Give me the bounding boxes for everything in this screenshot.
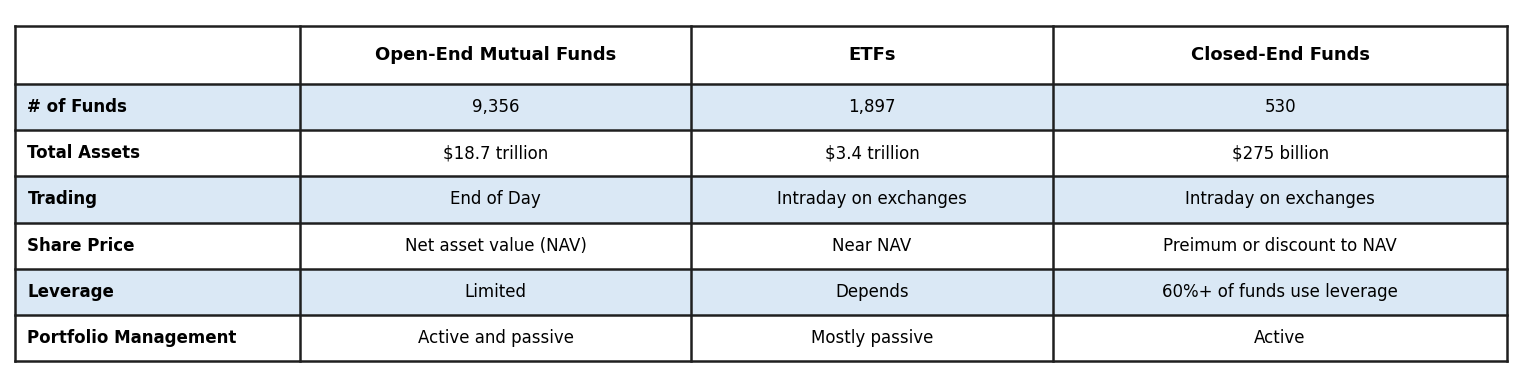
Bar [15, 130, 300, 177]
Text: Depends: Depends [836, 283, 909, 301]
Text: Intraday on exchanges: Intraday on exchanges [778, 191, 966, 209]
Text: Share Price: Share Price [27, 237, 135, 255]
Bar [15, 269, 300, 315]
Text: Trading: Trading [27, 191, 97, 209]
Bar [691, 176, 1053, 223]
Bar [300, 223, 691, 269]
Bar [300, 269, 691, 315]
Text: Portfolio Management: Portfolio Management [27, 329, 237, 347]
Bar [15, 315, 300, 361]
Text: ETFs: ETFs [848, 46, 896, 64]
Text: Net asset value (NAV): Net asset value (NAV) [405, 237, 586, 255]
Bar [1053, 223, 1507, 269]
Bar [691, 26, 1053, 84]
Text: Active and passive: Active and passive [417, 329, 574, 347]
Text: $18.7 trillion: $18.7 trillion [443, 144, 548, 162]
Text: End of Day: End of Day [451, 191, 540, 209]
Bar [15, 223, 300, 269]
Bar [691, 223, 1053, 269]
Text: $3.4 trillion: $3.4 trillion [825, 144, 919, 162]
Text: Preimum or discount to NAV: Preimum or discount to NAV [1163, 237, 1397, 255]
Text: 1,897: 1,897 [848, 98, 896, 116]
Bar [300, 26, 691, 84]
Text: Intraday on exchanges: Intraday on exchanges [1186, 191, 1374, 209]
Bar [691, 269, 1053, 315]
Text: Closed-End Funds: Closed-End Funds [1190, 46, 1370, 64]
Text: Active: Active [1254, 329, 1306, 347]
Bar [15, 360, 1507, 361]
Bar [1053, 26, 1507, 84]
Text: 9,356: 9,356 [472, 98, 519, 116]
Text: # of Funds: # of Funds [27, 98, 128, 116]
Text: 530: 530 [1265, 98, 1295, 116]
Text: Limited: Limited [464, 283, 527, 301]
Bar [1053, 84, 1507, 130]
Bar [691, 84, 1053, 130]
Bar [691, 315, 1053, 361]
Bar [691, 130, 1053, 177]
Text: 60%+ of funds use leverage: 60%+ of funds use leverage [1163, 283, 1399, 301]
Bar [300, 84, 691, 130]
Bar [300, 130, 691, 177]
Bar [1053, 315, 1507, 361]
Bar [15, 26, 300, 84]
Bar [15, 176, 300, 223]
Text: Total Assets: Total Assets [27, 144, 140, 162]
Bar [1053, 130, 1507, 177]
Bar [1053, 176, 1507, 223]
Text: Open-End Mutual Funds: Open-End Mutual Funds [374, 46, 616, 64]
Bar [1053, 269, 1507, 315]
Text: $275 billion: $275 billion [1231, 144, 1329, 162]
Text: Mostly passive: Mostly passive [811, 329, 933, 347]
Bar [15, 84, 300, 130]
Text: Near NAV: Near NAV [833, 237, 912, 255]
Bar [300, 176, 691, 223]
Text: Leverage: Leverage [27, 283, 114, 301]
Bar [300, 315, 691, 361]
